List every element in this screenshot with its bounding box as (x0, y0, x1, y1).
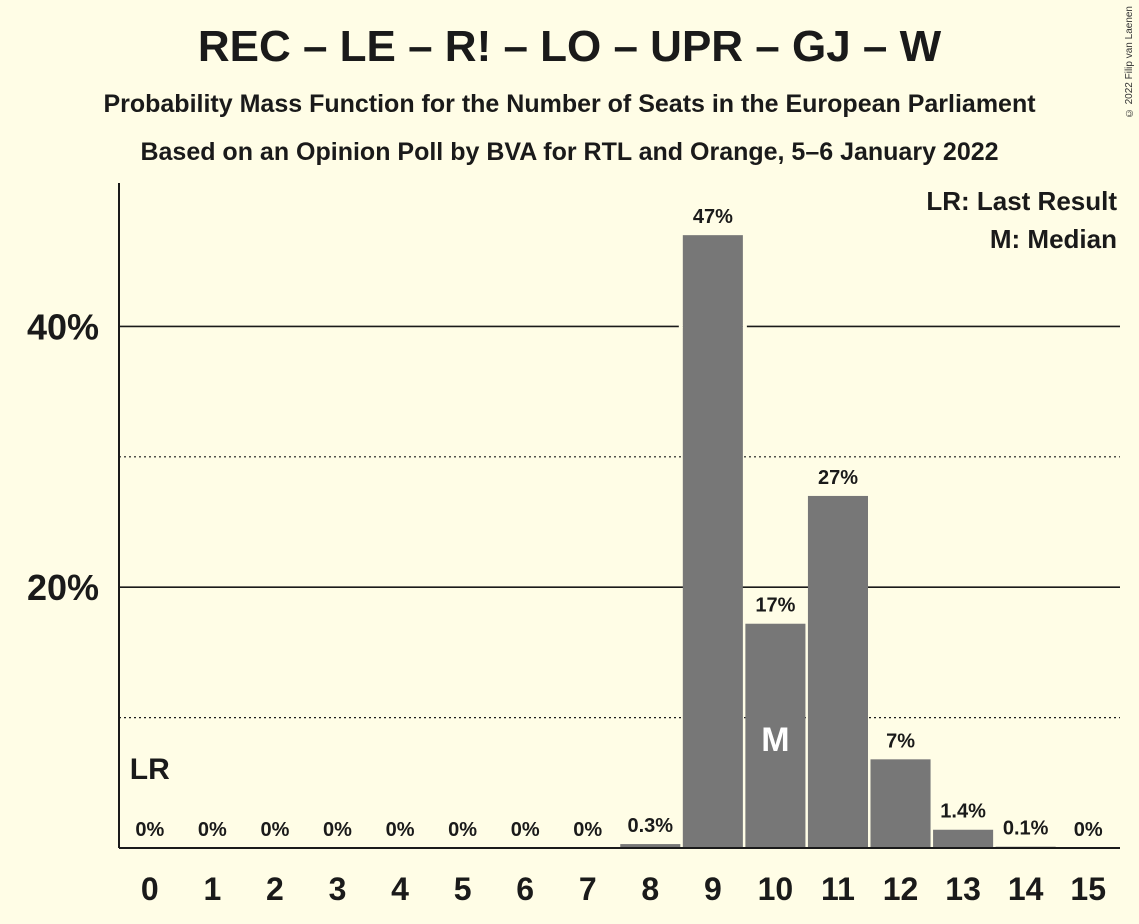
data-label-seats-15: 0% (1074, 819, 1103, 841)
gridline-gap (679, 325, 683, 328)
data-label-seats-7: 0% (573, 819, 602, 841)
y-tick-label: 20% (27, 567, 99, 608)
bar-seats-9 (683, 235, 743, 848)
last-result-marker: LR (130, 753, 170, 786)
bar-seats-12 (871, 759, 931, 848)
x-tick-label: 3 (329, 871, 347, 907)
data-label-seats-4: 0% (386, 819, 415, 841)
data-label-seats-14: 0.1% (1003, 818, 1049, 840)
data-label-seats-5: 0% (448, 819, 477, 841)
x-tick-label: 7 (579, 871, 597, 907)
x-tick-label: 5 (454, 871, 472, 907)
x-tick-label: 14 (1008, 871, 1044, 907)
x-tick-label: 12 (883, 871, 919, 907)
data-label-seats-9: 47% (693, 206, 733, 228)
x-tick-label: 1 (203, 871, 221, 907)
x-tick-label: 10 (758, 871, 794, 907)
data-label-seats-10: 17% (755, 595, 795, 617)
x-tick-label: 9 (704, 871, 722, 907)
x-tick-label: 4 (391, 871, 409, 907)
data-label-seats-11: 27% (818, 467, 858, 489)
median-marker: M (761, 721, 789, 759)
x-tick-label: 11 (821, 871, 855, 907)
x-tick-label: 6 (516, 871, 534, 907)
data-label-seats-6: 0% (511, 819, 540, 841)
data-label-seats-1: 0% (198, 819, 227, 841)
x-tick-label: 2 (266, 871, 284, 907)
bar-seats-11 (808, 496, 868, 848)
data-label-seats-3: 0% (323, 819, 352, 841)
bar-seats-13 (933, 830, 993, 848)
data-label-seats-2: 0% (260, 819, 289, 841)
data-label-seats-12: 7% (886, 730, 915, 752)
x-tick-label: 13 (945, 871, 981, 907)
y-tick-label: 40% (27, 306, 99, 347)
legend-entry: M: Median (990, 224, 1117, 254)
data-label-seats-13: 1.4% (940, 801, 986, 823)
x-tick-label: 0 (141, 871, 159, 907)
x-tick-label: 8 (641, 871, 659, 907)
legend-entry: LR: Last Result (926, 186, 1117, 216)
data-label-seats-8: 0.3% (627, 815, 673, 837)
x-tick-label: 15 (1070, 871, 1106, 907)
data-label-seats-0: 0% (135, 819, 164, 841)
